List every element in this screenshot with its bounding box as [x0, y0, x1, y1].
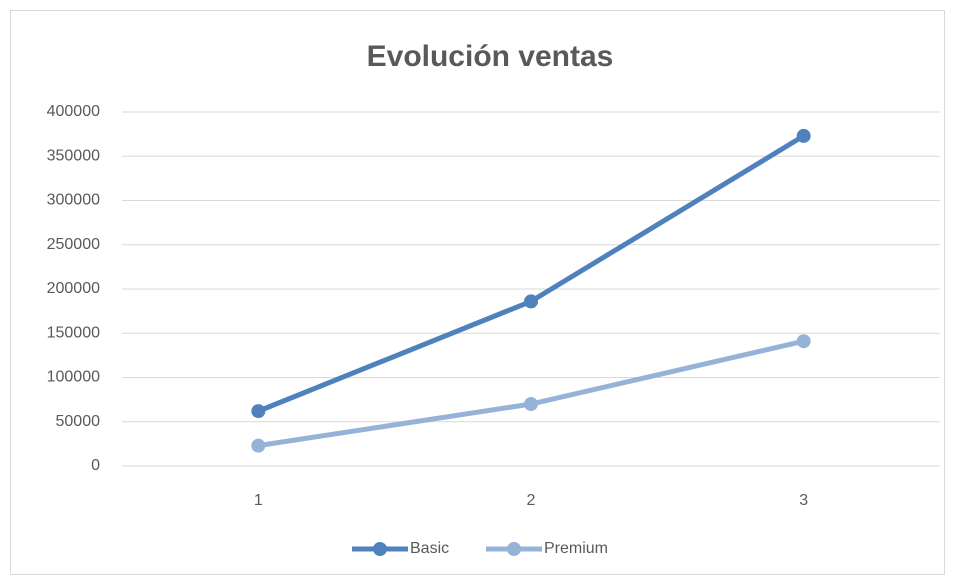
x-tick-label: 2: [527, 492, 536, 509]
x-tick-label: 3: [799, 492, 808, 509]
legend-label: Premium: [544, 540, 608, 557]
data-point: [796, 334, 811, 349]
data-point: [524, 294, 538, 309]
y-tick-label: 100000: [47, 369, 100, 386]
y-tick-label: 0: [91, 457, 100, 474]
data-point: [524, 397, 538, 412]
y-tick-label: 200000: [47, 280, 100, 297]
chart-border: [10, 10, 945, 575]
y-tick-label: 50000: [56, 413, 101, 430]
legend-label: Basic: [410, 540, 449, 557]
y-tick-label: 150000: [47, 324, 100, 341]
legend-marker: [507, 542, 521, 556]
data-point: [796, 128, 811, 143]
y-tick-label: 350000: [47, 147, 100, 164]
y-tick-label: 250000: [47, 236, 100, 253]
y-tick-label: 400000: [47, 103, 100, 120]
legend-marker: [373, 542, 387, 556]
data-point: [251, 438, 266, 453]
chart-title: Evolución ventas: [367, 40, 614, 73]
data-point: [251, 404, 266, 419]
x-tick-label: 1: [254, 492, 263, 509]
y-tick-label: 300000: [47, 192, 100, 209]
